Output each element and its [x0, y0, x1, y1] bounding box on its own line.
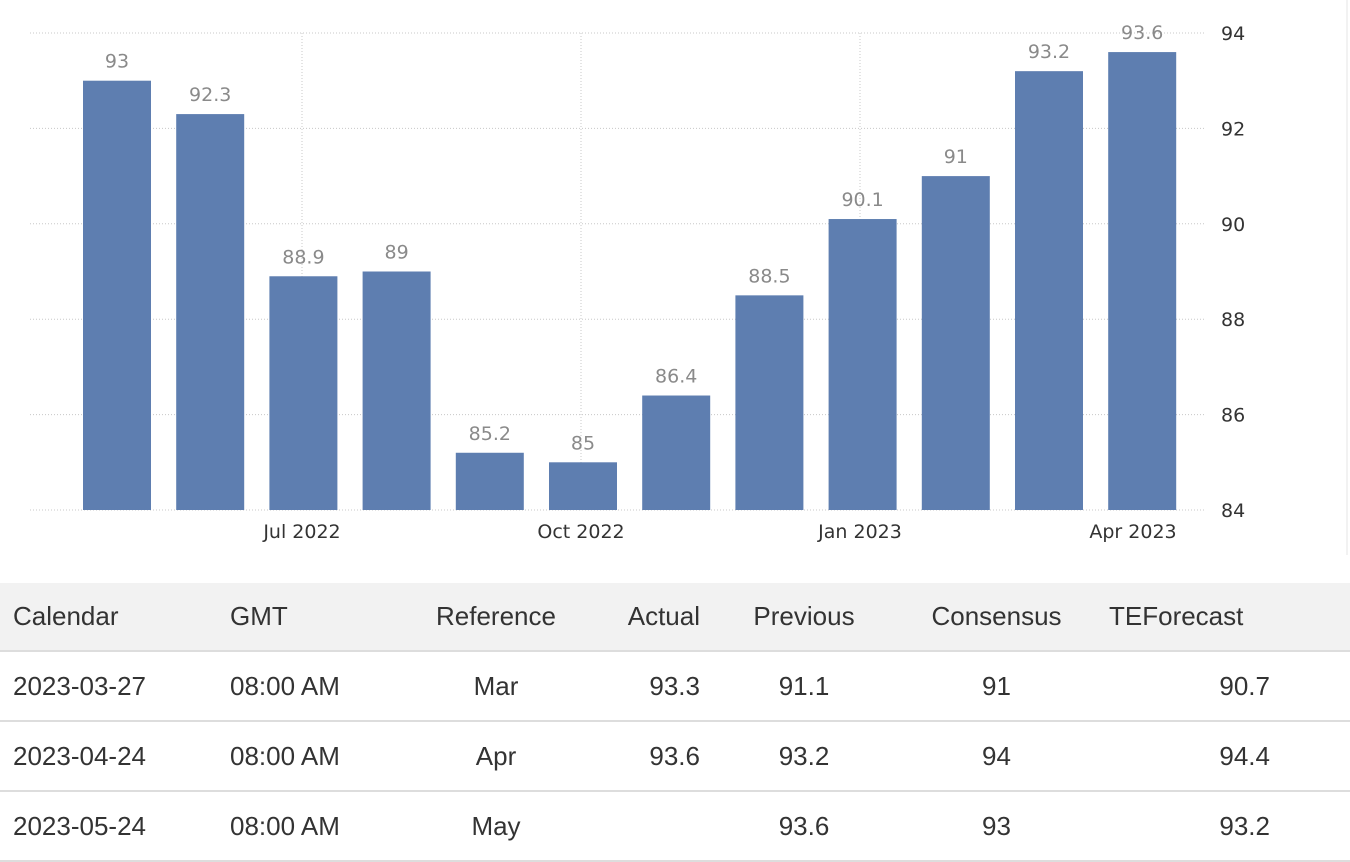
y-tick-label: 94 [1221, 23, 1245, 45]
cell-calendar: 2023-03-27 [13, 670, 146, 701]
cell-calendar: 2023-04-24 [13, 740, 146, 771]
bar [828, 219, 897, 510]
header-gmt[interactable]: GMT [220, 583, 398, 652]
bar-chart: 84 86 88 90 92 94 93 92.3 88.9 89 85.2 85 86.4 88.5 90… [30, 0, 1348, 555]
y-tick-label: 88 [1221, 309, 1245, 331]
header-consensus[interactable]: Consensus [894, 583, 1099, 652]
cell-teforecast: 93.2 [1219, 810, 1270, 841]
data-label: 86.4 [655, 366, 697, 388]
data-label: 93 [105, 51, 129, 73]
cell-teforecast: 90.7 [1219, 670, 1270, 701]
bar [176, 114, 245, 510]
header-previous[interactable]: Previous [714, 583, 894, 652]
cell-calendar: 2023-05-24 [13, 810, 146, 841]
cell-reference[interactable]: Mar [473, 670, 519, 701]
bar [83, 80, 151, 510]
y-tick-label: 92 [1221, 118, 1245, 140]
bar [921, 176, 990, 510]
cell-consensus: 91 [982, 670, 1011, 701]
bar [1108, 52, 1177, 510]
data-label: 89 [385, 242, 409, 264]
data-label: 92.3 [189, 84, 231, 106]
bar [549, 462, 617, 510]
bar [1015, 71, 1083, 510]
bar [642, 395, 711, 510]
chart-svg: 84 86 88 90 92 94 93 92.3 88.9 89 85.2 85 86.4 88.5 90… [30, 0, 1348, 555]
bar [269, 276, 338, 510]
cell-actual: 93.3 [649, 670, 700, 701]
cell-previous: 91.1 [778, 670, 830, 701]
data-label: 88.9 [282, 246, 324, 268]
cell-actual: 93.6 [649, 740, 700, 771]
cell-actual [594, 791, 714, 861]
cell-teforecast: 94.4 [1219, 740, 1270, 771]
data-label: 91 [944, 146, 968, 168]
table-row: 2023-04-24 08:00 AM Apr 93.6 93.2 94 94.… [0, 721, 1350, 791]
header-calendar[interactable]: Calendar [0, 583, 220, 652]
x-tick-label: Apr 2023 [1089, 521, 1176, 543]
cell-consensus: 94 [982, 740, 1011, 771]
calendar-table: Calendar GMT Reference Actual Previous C… [0, 583, 1350, 862]
cell-gmt: 08:00 AM [230, 740, 340, 771]
bar [362, 271, 431, 510]
cell-gmt: 08:00 AM [230, 670, 340, 701]
bar [455, 452, 524, 510]
data-label: 90.1 [841, 189, 883, 211]
x-tick-label: Jan 2023 [817, 521, 902, 543]
cell-previous: 93.2 [778, 740, 830, 771]
data-label: 93.2 [1028, 41, 1070, 63]
x-tick-label: Oct 2022 [537, 521, 624, 543]
cell-reference[interactable]: Apr [475, 740, 517, 771]
header-reference[interactable]: Reference [398, 583, 594, 652]
table-row: 2023-05-24 08:00 AM May 93.6 93 93.2 [0, 791, 1350, 861]
x-tick-label: Jul 2022 [262, 521, 340, 543]
cell-consensus: 93 [982, 810, 1011, 841]
data-label: 93.6 [1121, 22, 1163, 44]
data-label: 88.5 [748, 265, 790, 287]
y-tick-label: 86 [1221, 405, 1245, 427]
header-teforecast[interactable]: TEForecast [1099, 583, 1350, 652]
bar [735, 295, 804, 510]
y-tick-label: 90 [1221, 214, 1245, 236]
data-label: 85.2 [469, 423, 511, 445]
cell-reference[interactable]: May [471, 810, 521, 841]
cell-previous: 93.6 [778, 810, 830, 841]
cell-gmt: 08:00 AM [230, 810, 340, 841]
data-label: 85 [571, 432, 595, 454]
header-actual[interactable]: Actual [594, 583, 714, 652]
table-header-row: Calendar GMT Reference Actual Previous C… [0, 583, 1350, 652]
y-tick-label: 84 [1221, 500, 1245, 522]
table-row: 2023-03-27 08:00 AM Mar 93.3 91.1 91 90.… [0, 651, 1350, 721]
